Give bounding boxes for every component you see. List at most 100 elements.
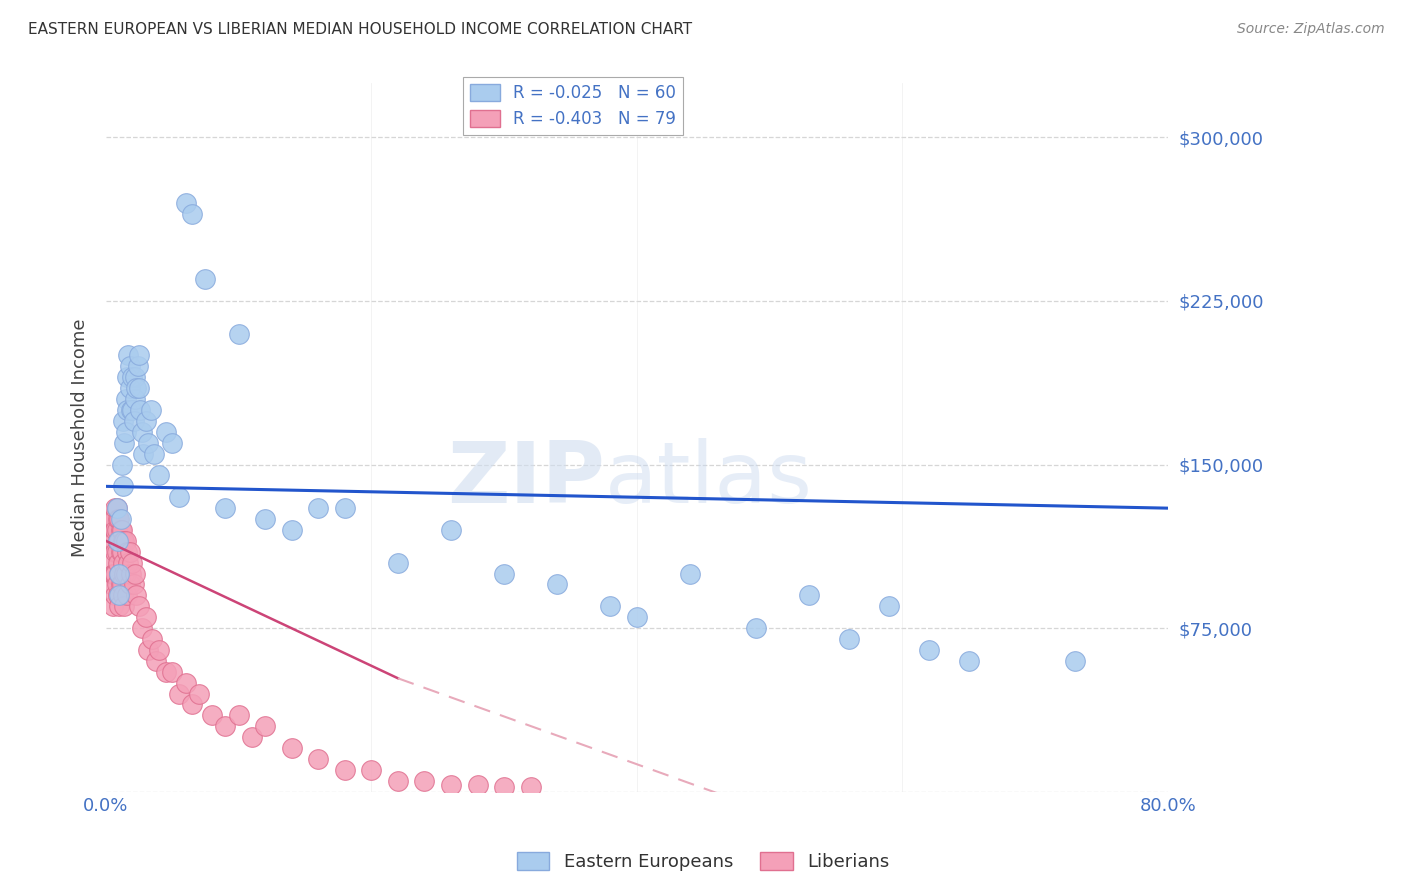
- Point: [333, 763, 356, 777]
- Point: [307, 501, 329, 516]
- Point: [214, 719, 236, 733]
- Point: [107, 556, 129, 570]
- Point: [467, 778, 489, 792]
- Point: [115, 545, 138, 559]
- Point: [120, 566, 142, 581]
- Point: [124, 566, 146, 581]
- Point: [122, 577, 145, 591]
- Point: [281, 523, 304, 537]
- Point: [181, 698, 204, 712]
- Point: [108, 588, 131, 602]
- Point: [132, 447, 155, 461]
- Point: [112, 479, 135, 493]
- Legend: R = -0.025   N = 60, R = -0.403   N = 79: R = -0.025 N = 60, R = -0.403 N = 79: [464, 77, 683, 135]
- Point: [155, 665, 177, 679]
- Text: atlas: atlas: [605, 438, 813, 521]
- Point: [108, 512, 131, 526]
- Point: [100, 523, 122, 537]
- Point: [108, 599, 131, 614]
- Point: [174, 675, 197, 690]
- Text: Source: ZipAtlas.com: Source: ZipAtlas.com: [1237, 22, 1385, 37]
- Point: [228, 708, 250, 723]
- Point: [114, 435, 136, 450]
- Point: [228, 326, 250, 341]
- Point: [118, 381, 141, 395]
- Point: [745, 621, 768, 635]
- Point: [108, 566, 131, 581]
- Point: [103, 533, 125, 548]
- Point: [114, 392, 136, 406]
- Point: [333, 501, 356, 516]
- Point: [138, 435, 160, 450]
- Point: [494, 566, 516, 581]
- Point: [121, 556, 143, 570]
- Point: [115, 403, 138, 417]
- Point: [104, 588, 127, 602]
- Point: [440, 523, 463, 537]
- Point: [546, 577, 568, 591]
- Point: [155, 425, 177, 439]
- Point: [110, 512, 132, 526]
- Point: [142, 447, 165, 461]
- Point: [162, 665, 184, 679]
- Point: [167, 687, 190, 701]
- Point: [440, 778, 463, 792]
- Point: [254, 719, 277, 733]
- Point: [240, 730, 263, 744]
- Point: [121, 403, 143, 417]
- Point: [118, 359, 141, 374]
- Point: [112, 556, 135, 570]
- Point: [413, 773, 436, 788]
- Legend: Eastern Europeans, Liberians: Eastern Europeans, Liberians: [509, 845, 897, 879]
- Point: [519, 780, 541, 795]
- Point: [98, 556, 121, 570]
- Point: [181, 207, 204, 221]
- Point: [187, 687, 209, 701]
- Point: [114, 566, 136, 581]
- Point: [139, 403, 162, 417]
- Point: [110, 523, 132, 537]
- Point: [107, 533, 129, 548]
- Point: [108, 566, 131, 581]
- Point: [104, 523, 127, 537]
- Point: [114, 533, 136, 548]
- Point: [214, 501, 236, 516]
- Point: [1064, 654, 1087, 668]
- Point: [957, 654, 980, 668]
- Point: [112, 533, 135, 548]
- Point: [103, 566, 125, 581]
- Point: [115, 588, 138, 602]
- Point: [131, 425, 153, 439]
- Point: [105, 545, 128, 559]
- Point: [121, 370, 143, 384]
- Point: [115, 370, 138, 384]
- Point: [307, 752, 329, 766]
- Point: [111, 458, 134, 472]
- Point: [387, 773, 409, 788]
- Point: [387, 556, 409, 570]
- Point: [117, 556, 139, 570]
- Point: [127, 359, 149, 374]
- Point: [110, 545, 132, 559]
- Point: [148, 468, 170, 483]
- Point: [101, 533, 124, 548]
- Point: [111, 545, 134, 559]
- Point: [118, 577, 141, 591]
- Point: [105, 501, 128, 516]
- Point: [112, 588, 135, 602]
- Point: [360, 763, 382, 777]
- Y-axis label: Median Household Income: Median Household Income: [72, 318, 89, 557]
- Point: [281, 741, 304, 756]
- Point: [111, 577, 134, 591]
- Point: [111, 523, 134, 537]
- Point: [125, 381, 148, 395]
- Point: [918, 643, 941, 657]
- Point: [125, 588, 148, 602]
- Point: [494, 780, 516, 795]
- Point: [104, 501, 127, 516]
- Point: [128, 349, 150, 363]
- Point: [174, 195, 197, 210]
- Point: [141, 632, 163, 646]
- Point: [799, 588, 821, 602]
- Point: [117, 349, 139, 363]
